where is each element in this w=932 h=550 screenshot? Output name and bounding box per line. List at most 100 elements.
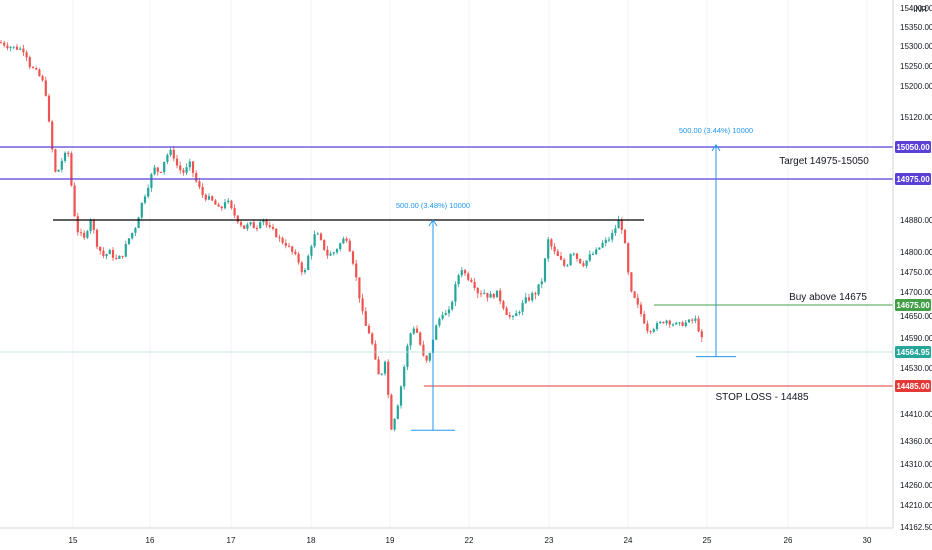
candle-body-107: [342, 238, 345, 244]
candle-body-26: [83, 232, 86, 238]
candle-body-205: [655, 323, 659, 330]
y-tick-label-0: 15400.00: [900, 4, 932, 13]
price-tag-text-last-price: 14564.95: [896, 348, 930, 357]
candle-body-21: [67, 152, 70, 154]
measure-head-1: [711, 143, 721, 152]
candle-body-125: [399, 386, 403, 406]
candle-body-217: [694, 318, 697, 321]
candle-body-158: [505, 308, 508, 315]
candle-body-198: [633, 291, 636, 298]
candle-body-104: [332, 252, 335, 254]
candle-body-130: [415, 328, 419, 333]
candle-body-34: [108, 249, 111, 255]
candle-body-208: [665, 320, 668, 324]
candle-body-148: [473, 281, 476, 288]
candle-body-169: [540, 281, 543, 285]
candle-body-73: [233, 208, 236, 216]
price-tag-target-lower: [895, 173, 931, 185]
candle-body-126: [403, 366, 406, 387]
candle-body-188: [601, 242, 604, 248]
measurements: 500.00 (3.48%) 10000 500.00 (3.44%) 10000: [396, 126, 753, 431]
price-tag-text-target-upper: 15050.00: [896, 143, 930, 152]
candle-body-115: [367, 325, 371, 334]
candles: [0, 40, 703, 432]
candle-body-132: [422, 344, 425, 356]
candle-body-184: [588, 254, 591, 261]
candle-body-70: [223, 202, 227, 209]
candle-body-52: [166, 154, 169, 162]
candle-body-36: [115, 257, 118, 259]
candle-body-144: [460, 270, 463, 276]
price-tag-entry: [895, 299, 931, 311]
candle-body-99: [316, 233, 319, 235]
time-axis[interactable]: 15 16 17 18 19 22 23 24 25 26 30: [69, 536, 872, 545]
measure-head-0: [428, 219, 438, 227]
measure-arrow-1[interactable]: 500.00 (3.44%) 10000: [679, 126, 753, 358]
candle-body-64: [204, 194, 207, 200]
candle-body-9: [28, 57, 31, 68]
candle-body-79: [252, 222, 255, 229]
candle-body-129: [412, 328, 415, 334]
candle-body-61: [195, 173, 198, 182]
measure-arrow-0[interactable]: 500.00 (3.48%) 10000: [396, 201, 470, 431]
candle-body-23: [73, 185, 76, 217]
y-tick-label-1: 15350.00: [900, 23, 932, 32]
candle-body-82: [262, 219, 265, 223]
price-axis[interactable]: 15400.00 15350.00 15300.00 15250.00 15200.00…: [900, 4, 932, 532]
candle-body-146: [467, 273, 470, 280]
candle-body-123: [393, 418, 396, 430]
y-tick-label-9: 14800.00: [900, 248, 932, 257]
y-tick-label-19: 14360.00: [900, 437, 932, 446]
candle-body-204: [652, 329, 655, 332]
candle-body-112: [358, 277, 361, 299]
level-note-target-upper: Target 14975-15050: [779, 156, 869, 167]
candle-body-85: [271, 227, 275, 229]
candle-body-29: [92, 220, 95, 230]
candle-body-72: [230, 200, 233, 209]
candle-body-91: [291, 246, 294, 252]
y-tick-label-21: 14260.00: [900, 481, 932, 490]
candle-body-163: [521, 302, 524, 312]
candle-body-156: [499, 290, 502, 302]
candle-body-136: [435, 325, 438, 340]
y-tick-label-14: 14590.00: [900, 334, 932, 343]
candle-body-154: [492, 294, 495, 298]
candle-body-121: [387, 361, 390, 395]
candle-body-211: [675, 322, 678, 325]
candle-body-74: [236, 215, 239, 222]
candle-body-22: [70, 153, 73, 186]
candle-body-196: [627, 243, 630, 273]
candle-body-95: [303, 270, 307, 273]
candle-body-58: [185, 167, 188, 173]
x-tick-label-2: 17: [227, 536, 236, 545]
candle-body-80: [255, 228, 259, 230]
candle-body-20: [63, 152, 67, 161]
candle-body-218: [697, 318, 700, 332]
candle-body-189: [604, 239, 607, 243]
y-tick-label-2: 15300.00: [900, 42, 932, 51]
candle-body-150: [479, 293, 483, 295]
candle-body-213: [681, 322, 684, 326]
candle-body-214: [684, 322, 687, 326]
y-tick-label-16: 14530.00: [900, 364, 932, 373]
candle-body-185: [591, 254, 595, 255]
candle-body-187: [598, 247, 601, 250]
candle-body-39: [124, 244, 127, 257]
candle-body-110: [351, 251, 355, 264]
candle-body-48: [153, 167, 156, 175]
candle-body-128: [409, 333, 412, 346]
x-tick-label-7: 24: [624, 536, 633, 545]
candle-body-62: [198, 181, 201, 187]
y-tick-label-3: 15250.00: [900, 62, 932, 71]
candle-body-122: [390, 394, 393, 430]
candle-body-14: [44, 80, 47, 96]
candle-body-108: [345, 238, 348, 241]
candle-body-16: [51, 121, 54, 150]
candle-body-113: [361, 298, 364, 312]
candle-body-151: [483, 292, 486, 294]
candle-body-200: [639, 304, 643, 314]
candle-body-155: [495, 290, 499, 298]
candle-body-15: [47, 95, 51, 122]
